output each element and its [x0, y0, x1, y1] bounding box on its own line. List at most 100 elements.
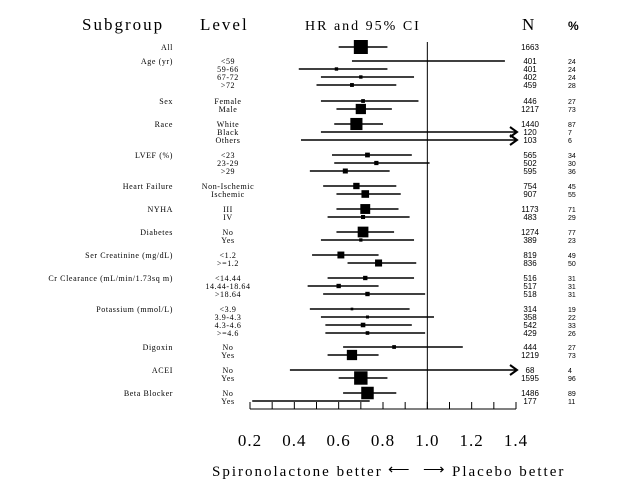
level-label: Yes [221, 351, 234, 360]
n-value: 402 [523, 73, 537, 82]
n-value: 1663 [521, 43, 539, 52]
header-pct: % [568, 19, 581, 33]
n-value: 517 [523, 282, 537, 291]
pct-value: 55 [568, 192, 576, 199]
level-label: Yes [221, 236, 234, 245]
pct-value: 73 [568, 353, 576, 360]
forest-row: Male 1217 73 [219, 103, 576, 115]
level-label: Black [217, 128, 239, 137]
level-label: Ischemic [211, 190, 245, 199]
n-value: 502 [523, 159, 537, 168]
pct-value: 31 [568, 284, 576, 291]
level-label: Non-Ischemic [202, 182, 255, 191]
n-value: 401 [523, 57, 537, 66]
hr-point [363, 275, 368, 281]
n-value: 358 [523, 313, 537, 322]
hr-point [354, 371, 368, 385]
subgroup-label: Age (yr) [141, 57, 173, 66]
n-value: 819 [523, 251, 537, 260]
header-subgroup: Subgroup [82, 15, 164, 34]
level-label: >=1.2 [217, 259, 239, 268]
pct-value: 22 [568, 315, 576, 322]
subgroup-label: Digoxin [143, 343, 173, 352]
pct-value: 77 [568, 230, 576, 237]
pct-value: 28 [568, 83, 576, 90]
forest-row: Ser Creatinine (mg/dL) <1.2 819 49 [85, 251, 576, 260]
arrow-head [509, 134, 519, 146]
x-tick-label: 0.8 [371, 431, 395, 450]
header-level: Level [200, 15, 249, 34]
pct-value: 6 [568, 138, 572, 145]
forest-row: 4.3-4.6 542 33 [215, 321, 576, 330]
hr-point [392, 345, 396, 349]
subgroup-label: Heart Failure [123, 182, 173, 191]
hr-point [375, 259, 383, 267]
n-value: 1486 [521, 389, 539, 398]
n-value: 1595 [521, 374, 539, 383]
hr-point [355, 103, 366, 115]
subgroup-label: Cr Clearance (mL/min/1.73sq m) [48, 274, 173, 283]
n-value: 389 [523, 236, 537, 245]
pct-value: 96 [568, 376, 576, 383]
n-value: 103 [523, 136, 537, 145]
subgroup-label: All [161, 43, 173, 52]
forest-row: Cr Clearance (mL/min/1.73sq m) <14.44 516 3… [48, 274, 576, 283]
pct-value: 29 [568, 215, 576, 222]
pct-value: 30 [568, 161, 576, 168]
level-label: 14.44-18.64 [205, 282, 250, 291]
n-value: 1173 [521, 205, 539, 214]
forest-row: 23-29 502 30 [217, 159, 576, 168]
n-value: 444 [523, 343, 537, 352]
arrow-head [509, 126, 519, 138]
forest-row: 3.9-4.3 358 22 [215, 313, 576, 322]
n-value: 754 [523, 182, 537, 191]
hr-point [365, 291, 370, 297]
forest-row: >72 459 28 [221, 81, 576, 90]
forest-row: Race White 1440 87 [155, 117, 576, 131]
subgroup-label: Ser Creatinine (mg/dL) [85, 251, 173, 260]
forest-row: Beta Blocker No 1486 89 [124, 386, 576, 400]
level-label: Yes [221, 374, 234, 383]
level-label: >29 [221, 167, 235, 176]
hr-point [361, 214, 366, 220]
forest-row: Yes 389 23 [221, 236, 576, 245]
level-label: <1.2 [220, 251, 237, 260]
x-tick-label: 1.4 [504, 431, 528, 450]
hr-point [353, 40, 368, 54]
forest-row: 59-66 401 24 [217, 65, 576, 74]
n-value: 836 [523, 259, 537, 268]
xlabel-left: Spironolactone better [212, 464, 383, 480]
pct-value: 24 [568, 75, 576, 82]
forest-row: 14.44-18.64 517 31 [205, 282, 576, 291]
pct-value: 11 [568, 399, 575, 406]
subgroup-label: Diabetes [140, 228, 173, 237]
pct-value: 34 [568, 153, 576, 160]
forest-row: IV 483 29 [223, 213, 576, 222]
hr-point [361, 190, 370, 198]
pct-value: 24 [568, 67, 576, 74]
hr-point [360, 204, 371, 214]
level-label: Yes [221, 397, 234, 406]
forest-row: Diabetes No 1274 77 [140, 226, 576, 238]
level-label: IV [223, 213, 233, 222]
level-label: White [217, 120, 240, 129]
hr-point [365, 152, 370, 158]
pct-value: 23 [568, 238, 576, 245]
forest-row: Others 103 6 [216, 134, 572, 146]
n-value: 459 [523, 81, 537, 90]
n-value: 446 [523, 97, 537, 106]
forest-row: Black 120 7 [217, 126, 572, 138]
n-value: 565 [523, 151, 537, 160]
pct-value: 36 [568, 169, 576, 176]
level-label: <3.9 [220, 305, 237, 314]
hr-point [346, 349, 358, 361]
forest-row: ACEI No 68 4 [152, 364, 572, 376]
level-label: Others [216, 136, 241, 145]
n-value: 516 [523, 274, 537, 283]
hr-point [334, 67, 339, 71]
hr-point [374, 160, 379, 166]
forest-row: Ischemic 907 55 [211, 190, 576, 199]
forest-row: >=4.6 429 26 [217, 329, 576, 338]
forest-row: Yes 177 11 [221, 397, 575, 406]
